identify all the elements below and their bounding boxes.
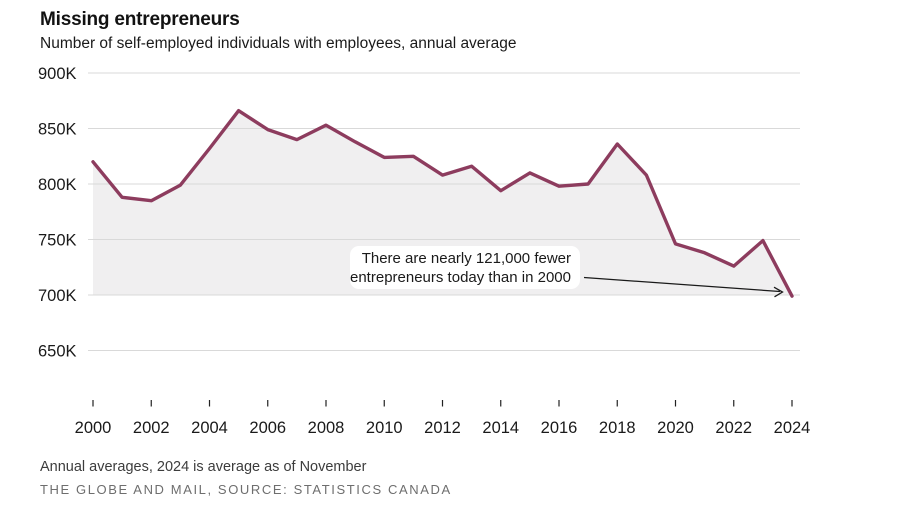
annotation: There are nearly 121,000 fewer entrepren…	[350, 246, 784, 298]
x-tick-label: 2010	[366, 419, 403, 437]
x-tick-label: 2022	[715, 419, 752, 437]
x-tick-label: 2000	[75, 419, 112, 437]
y-tick-label: 900K	[38, 65, 77, 83]
series-line	[91, 109, 794, 298]
y-tick-label: 850K	[38, 121, 77, 139]
x-tick-label: 2024	[774, 419, 811, 437]
y-tick-label: 750K	[38, 232, 77, 250]
annotation-line2: entrepreneurs today than in 2000	[350, 269, 571, 286]
x-tick-label: 2018	[599, 419, 636, 437]
x-tick-label: 2020	[657, 419, 694, 437]
area-fill	[93, 110, 792, 297]
annotation-arrowhead-icon	[773, 286, 784, 298]
annotation-halo	[350, 246, 580, 289]
x-tick-label: 2002	[133, 419, 170, 437]
x-tick-label: 2012	[424, 419, 461, 437]
x-tick-label: 2016	[541, 419, 578, 437]
y-tick-label: 700K	[38, 287, 77, 305]
x-tick-label: 2004	[191, 419, 228, 437]
footer-source: THE GLOBE AND MAIL, SOURCE: STATISTICS C…	[40, 482, 452, 497]
plot-area: 900K 850K 800K 750K 700K 650K 2000 2002 2004 2006…	[38, 65, 810, 437]
chart-title: Missing entrepreneurs	[40, 9, 240, 30]
x-tick-label: 2014	[482, 419, 519, 437]
line-chart: 900K 850K 800K 750K 700K 650K 2000 2002 2004 2006…	[38, 65, 810, 437]
x-tick-label: 2008	[308, 419, 345, 437]
annotation-line1: There are nearly 121,000 fewer	[362, 250, 571, 267]
x-tick-label: 2006	[249, 419, 286, 437]
chart-subtitle: Number of self-employed individuals with…	[40, 35, 517, 52]
y-tick-label: 650K	[38, 343, 77, 361]
y-tick-label: 800K	[38, 176, 77, 194]
annotation-arrow-line	[583, 276, 781, 293]
footer-note: Annual averages, 2024 is average as of N…	[40, 459, 367, 475]
